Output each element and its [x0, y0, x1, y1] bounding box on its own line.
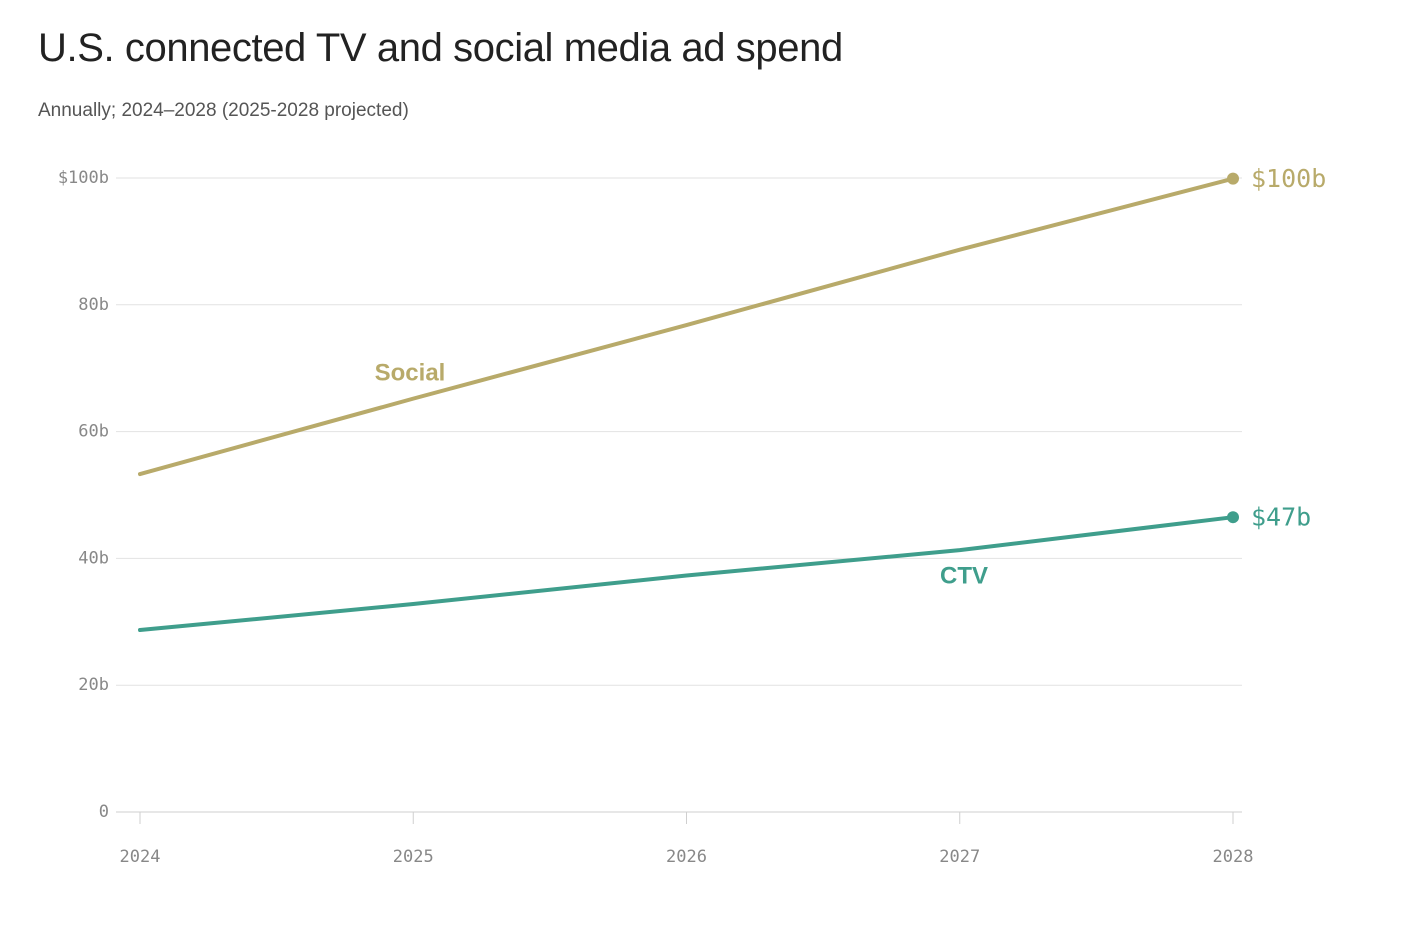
- series-line-ctv: [138, 515, 1235, 633]
- y-tick-label: 60b: [78, 422, 109, 442]
- x-tick-label: 2024: [120, 847, 161, 867]
- x-axis-ticks: [139, 812, 1234, 824]
- x-tick-label: 2027: [939, 847, 980, 867]
- chart-title: U.S. connected TV and social media ad sp…: [38, 26, 843, 70]
- y-tick-label: 0: [99, 802, 109, 822]
- y-tick-label: 80b: [78, 295, 109, 315]
- y-tick-label: 20b: [78, 675, 109, 695]
- y-tick-label: $100b: [58, 168, 109, 188]
- y-tick-label: 40b: [78, 548, 109, 568]
- x-tick-label: 2026: [666, 847, 707, 867]
- end-value-label-social: $100b: [1251, 164, 1326, 193]
- series-name-label-ctv: CTV: [940, 563, 988, 590]
- gridlines: [116, 177, 1242, 813]
- chart-subtitle: Annually; 2024–2028 (2025-2028 projected…: [38, 100, 409, 121]
- x-tick-label: 2025: [393, 847, 434, 867]
- y-axis-labels: 0 20b 40b 60b 80b $100b: [58, 168, 109, 822]
- series-lines: [138, 176, 1235, 633]
- x-axis-labels: 2024 2025 2026 2027 2028: [120, 847, 1254, 867]
- series-name-label-social: Social: [375, 360, 446, 387]
- series-labels: $100b Social $47b CTV: [375, 164, 1327, 589]
- end-marker-ctv: [1227, 511, 1239, 524]
- end-value-label-ctv: $47b: [1251, 503, 1311, 532]
- end-markers: [1227, 172, 1239, 524]
- end-marker-social: [1227, 172, 1239, 185]
- series-line-social: [138, 176, 1235, 477]
- x-tick-label: 2028: [1213, 847, 1254, 867]
